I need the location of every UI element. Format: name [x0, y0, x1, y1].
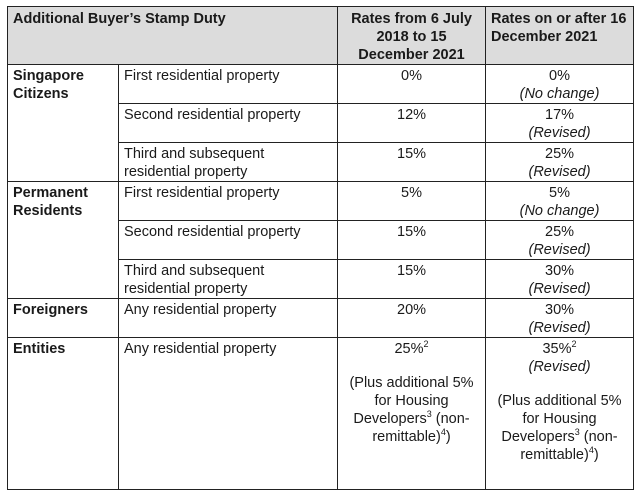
new-rate-value: 35% — [542, 341, 572, 357]
old-rate-cell: 5% — [337, 181, 487, 221]
new-rate-value: 30% — [545, 263, 575, 279]
new-rate-cell: 35%2 (Revised) (Plus additional 5% for H… — [485, 337, 635, 490]
footnote-marker: 4 — [588, 445, 594, 456]
property-cell: Second residential property — [117, 103, 339, 143]
table-row: Third and subsequent residential propert… — [8, 142, 635, 182]
rate-note: (Revised) — [528, 242, 591, 258]
new-rate-value: 0% — [549, 68, 570, 84]
stamp-duty-table: Additional Buyer’s Stamp Duty Rates from… — [6, 6, 635, 490]
table-row: Second residential property 12% 17% (Revi… — [8, 103, 635, 143]
category-cell: Entities — [7, 337, 119, 490]
old-rate-value: 25% — [394, 341, 424, 357]
housing-developer-note: (Plus additional 5% for Housing Develope… — [349, 375, 474, 445]
new-rate-value: 5% — [549, 185, 570, 201]
new-rate-value: 30% — [545, 302, 575, 318]
new-rate-value: 25% — [545, 146, 575, 162]
footnote-marker: 2 — [423, 339, 429, 350]
housing-developer-note: (Plus additional 5% for Housing Develope… — [497, 393, 622, 463]
rate-note: (Revised) — [528, 281, 591, 297]
rate-note: (Revised) — [528, 359, 591, 375]
footnote-marker: 2 — [571, 339, 577, 350]
header-old-rates: Rates from 6 July 2018 to 15 December 20… — [337, 6, 487, 65]
stamp-duty-table-container: Additional Buyer’s Stamp Duty Rates from… — [6, 6, 635, 490]
header-new-rates: Rates on or after 16 December 2021 — [485, 6, 635, 65]
category-cell: Singapore Citizens — [7, 64, 119, 182]
table-row: Second residential property 15% 25% (Revi… — [8, 220, 635, 260]
rate-note: (No change) — [519, 86, 600, 102]
new-rate-value: 17% — [545, 107, 575, 123]
footnote-marker: 4 — [440, 427, 446, 438]
new-rate-cell: 30% (Revised) — [485, 298, 635, 338]
old-rate-cell: 20% — [337, 298, 487, 338]
old-rate-cell: 12% — [337, 103, 487, 143]
new-rate-cell: 30% (Revised) — [485, 259, 635, 299]
old-rate-cell: 15% — [337, 259, 487, 299]
rate-note: (Revised) — [528, 320, 591, 336]
rate-note: (No change) — [519, 203, 600, 219]
old-rate-cell: 15% — [337, 220, 487, 260]
old-rate-cell: 25%2 (Plus additional 5% for Housing Dev… — [337, 337, 487, 490]
rate-note: (Revised) — [528, 125, 591, 141]
table-row: Permanent Residents First residential pr… — [7, 181, 635, 299]
new-rate-cell: 25% (Revised) — [485, 220, 635, 260]
table-row: Entities Any residential property 25%2 (… — [7, 337, 635, 490]
category-cell: Foreigners — [7, 298, 119, 338]
new-rate-value: 25% — [545, 224, 575, 240]
new-rate-cell: 5% (No change) — [485, 181, 635, 221]
table-header-row: Additional Buyer’s Stamp Duty Rates from… — [6, 6, 635, 65]
rate-note: (Revised) — [528, 164, 591, 180]
property-cell: Any residential property — [117, 337, 339, 490]
category-cell: Permanent Residents — [7, 181, 119, 299]
property-cell: Third and subsequent residential propert… — [117, 259, 339, 299]
property-cell: Third and subsequent residential propert… — [117, 142, 339, 182]
old-rate-cell: 15% — [337, 142, 487, 182]
new-rate-cell: 0% (No change) — [485, 64, 635, 104]
property-cell: First residential property — [117, 181, 339, 221]
footnote-marker: 3 — [426, 409, 432, 420]
new-rate-cell: 17% (Revised) — [485, 103, 635, 143]
old-rate-cell: 0% — [337, 64, 487, 104]
table-row: Foreigners Any residential property 20% … — [7, 298, 635, 338]
property-cell: First residential property — [117, 64, 339, 104]
footnote-marker: 3 — [574, 427, 580, 438]
new-rate-cell: 25% (Revised) — [485, 142, 635, 182]
property-cell: Second residential property — [117, 220, 339, 260]
table-row: Singapore Citizens First residential pro… — [7, 64, 635, 182]
property-cell: Any residential property — [117, 298, 339, 338]
header-title: Additional Buyer’s Stamp Duty — [6, 6, 339, 65]
table-row: Third and subsequent residential propert… — [8, 259, 635, 299]
